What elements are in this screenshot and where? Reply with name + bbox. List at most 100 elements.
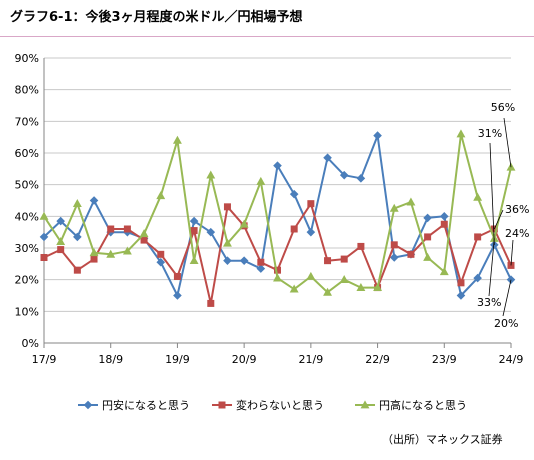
data-point-triangle	[356, 282, 366, 291]
callout-label: 33%	[477, 296, 501, 309]
data-point-square	[324, 257, 332, 265]
data-point-square	[457, 279, 465, 287]
data-point-square	[474, 233, 482, 241]
x-tick-label: 24/9	[499, 353, 524, 366]
data-point-triangle	[89, 248, 99, 257]
y-tick-label: 60%	[15, 147, 39, 160]
data-point-triangle	[423, 252, 433, 261]
data-point-triangle	[122, 246, 132, 255]
series-group	[40, 200, 515, 307]
callout-leader	[488, 238, 495, 297]
data-point-diamond	[89, 196, 99, 205]
data-point-diamond	[273, 161, 282, 170]
data-point-triangle	[339, 275, 349, 284]
legend-item: 円高になると思う	[355, 398, 467, 412]
data-point-triangle	[206, 170, 216, 179]
x-tick-label: 19/9	[165, 353, 190, 366]
data-point-triangle	[106, 249, 116, 258]
data-point-square	[157, 250, 165, 258]
data-point-diamond	[373, 131, 382, 140]
data-point-triangle	[189, 256, 199, 265]
data-point-diamond	[439, 212, 449, 221]
data-point-diamond	[83, 400, 93, 410]
end-value-callouts: 56% 31% 36% 24% 33% 20%	[477, 101, 529, 330]
data-point-square	[340, 255, 348, 263]
data-point-square	[123, 225, 131, 233]
data-point-square	[357, 242, 365, 250]
callout-label: 24%	[505, 227, 529, 240]
data-point-diamond	[423, 213, 432, 223]
y-axis-ticks: 0% 10% 20% 30% 40% 50% 60% 70% 80% 90%	[15, 52, 39, 350]
data-point-square	[57, 246, 65, 254]
data-point-triangle	[360, 400, 370, 409]
data-point-triangle	[72, 199, 82, 208]
data-point-triangle	[39, 211, 49, 220]
data-point-diamond	[323, 153, 332, 163]
x-tick-label: 22/9	[365, 353, 390, 366]
data-point-square	[424, 233, 432, 241]
data-point-diamond	[389, 253, 399, 262]
data-point-triangle	[156, 191, 166, 200]
data-point-triangle	[239, 219, 249, 228]
data-point-diamond	[223, 256, 232, 265]
data-point-triangle	[273, 273, 282, 282]
data-point-diamond	[256, 264, 266, 273]
data-point-triangle	[139, 229, 149, 238]
callout-leader	[503, 117, 512, 168]
data-point-diamond	[239, 256, 249, 265]
chart-legend: 円安になると思う 変わらないと思う 円高になると思う	[78, 398, 467, 412]
source-note: （出所）マネックス証券	[382, 433, 503, 446]
y-tick-label: 50%	[15, 179, 39, 192]
y-tick-label: 70%	[15, 115, 39, 128]
data-point-triangle	[406, 197, 416, 206]
data-point-triangle	[172, 135, 182, 144]
data-point-diamond	[490, 240, 499, 250]
data-point-square	[73, 266, 81, 274]
callout-label: 36%	[505, 203, 529, 216]
data-point-diamond	[189, 216, 199, 226]
data-point-diamond	[473, 273, 482, 283]
data-point-square	[107, 225, 115, 233]
series-group	[39, 129, 516, 296]
y-tick-label: 80%	[15, 84, 39, 97]
x-tick-label: 23/9	[432, 353, 457, 366]
callout-leader	[510, 239, 514, 266]
y-tick-label: 30%	[15, 242, 39, 255]
data-point-triangle	[456, 129, 466, 138]
data-point-square	[407, 250, 415, 258]
data-point-triangle	[389, 203, 399, 212]
data-point-diamond	[289, 189, 299, 199]
data-point-triangle	[223, 238, 232, 247]
legend-item: 円安になると思う	[78, 398, 190, 412]
callout-label: 31%	[478, 127, 502, 140]
data-point-square	[390, 241, 398, 249]
legend-label: 変わらないと思う	[236, 398, 324, 412]
data-point-square	[40, 254, 48, 261]
data-point-triangle	[373, 282, 383, 291]
data-point-diamond	[356, 174, 366, 183]
data-point-diamond	[456, 291, 466, 300]
y-tick-label: 40%	[15, 210, 39, 223]
data-point-triangle	[56, 237, 66, 246]
legend-label: 円安になると思う	[102, 398, 190, 412]
data-point-diamond	[173, 291, 182, 300]
data-point-triangle	[256, 176, 266, 185]
data-point-triangle	[323, 287, 332, 296]
chart-series	[39, 129, 516, 307]
callout-leader	[493, 209, 504, 230]
data-point-diamond	[339, 170, 349, 180]
data-point-diamond	[73, 232, 82, 242]
data-point-diamond	[56, 216, 65, 226]
data-point-square	[290, 225, 298, 233]
y-tick-label: 90%	[15, 52, 39, 65]
data-point-square	[140, 236, 148, 244]
y-tick-label: 0%	[22, 337, 39, 350]
data-point-square	[173, 273, 181, 280]
legend-item: 変わらないと思う	[212, 398, 324, 412]
data-point-square	[90, 255, 98, 263]
data-point-diamond	[206, 227, 216, 237]
x-tick-label: 18/9	[98, 353, 123, 366]
data-point-square	[207, 299, 215, 307]
chart-grid	[43, 57, 511, 344]
